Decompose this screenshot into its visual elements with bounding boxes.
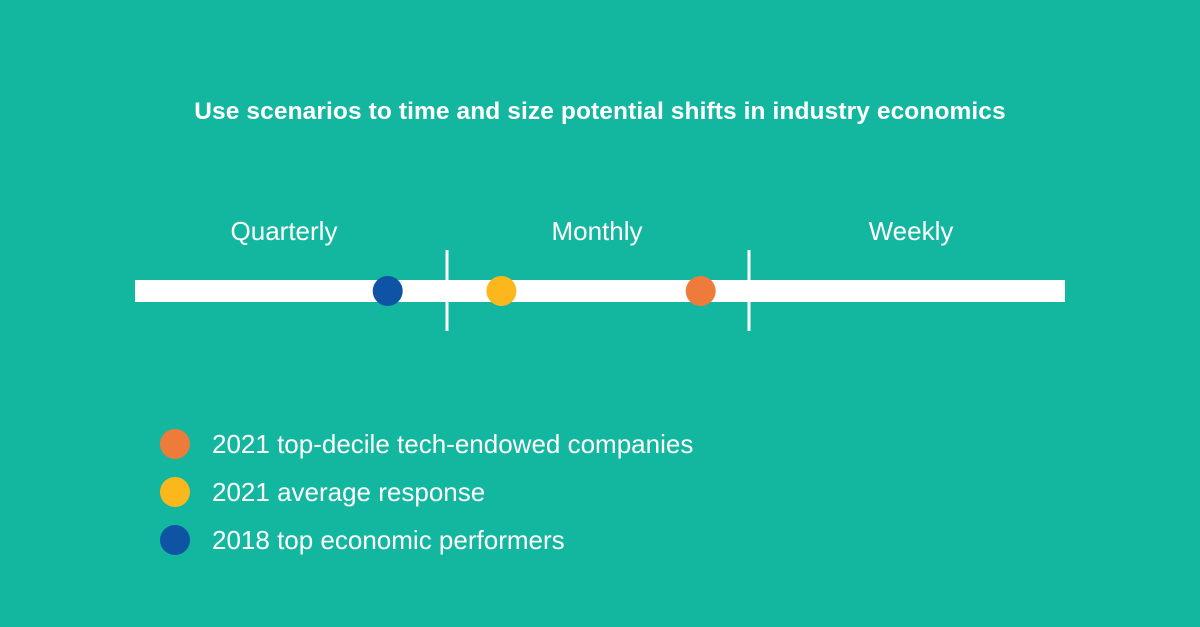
legend-swatch-yellow <box>160 477 190 507</box>
timeline-track <box>135 280 1065 302</box>
legend-item: 2018 top economic performers <box>160 516 693 564</box>
legend-item: 2021 top-decile tech-endowed companies <box>160 420 693 468</box>
legend-label: 2018 top economic performers <box>212 525 565 555</box>
legend-swatch-blue <box>160 525 190 555</box>
band-label-quarterly: Quarterly <box>230 216 338 246</box>
legend-item: 2021 average response <box>160 468 693 516</box>
legend-label: 2021 top-decile tech-endowed companies <box>212 429 694 459</box>
band-label-monthly: Monthly <box>551 216 643 246</box>
legend-label: 2021 average response <box>212 477 486 507</box>
marker-top-decile-2021 <box>685 276 716 306</box>
chart-title: Use scenarios to time and size potential… <box>194 98 1006 125</box>
data-markers <box>372 276 716 306</box>
marker-average-2021 <box>486 276 517 306</box>
legend-swatch-orange <box>160 429 190 459</box>
legend: 2021 top-decile tech-endowed companies 2… <box>160 420 693 564</box>
marker-top-performers-2018 <box>372 276 403 306</box>
band-label-weekly: Weekly <box>868 216 954 246</box>
